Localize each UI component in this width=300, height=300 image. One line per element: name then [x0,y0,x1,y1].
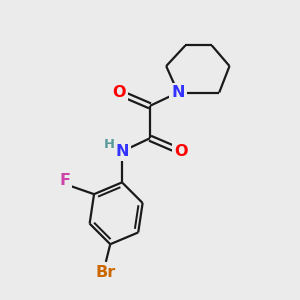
Text: O: O [174,144,188,159]
Text: N: N [115,144,129,159]
Text: O: O [112,85,126,100]
Text: H: H [104,139,115,152]
Text: Br: Br [96,265,116,280]
Text: F: F [59,173,70,188]
Text: N: N [171,85,185,100]
